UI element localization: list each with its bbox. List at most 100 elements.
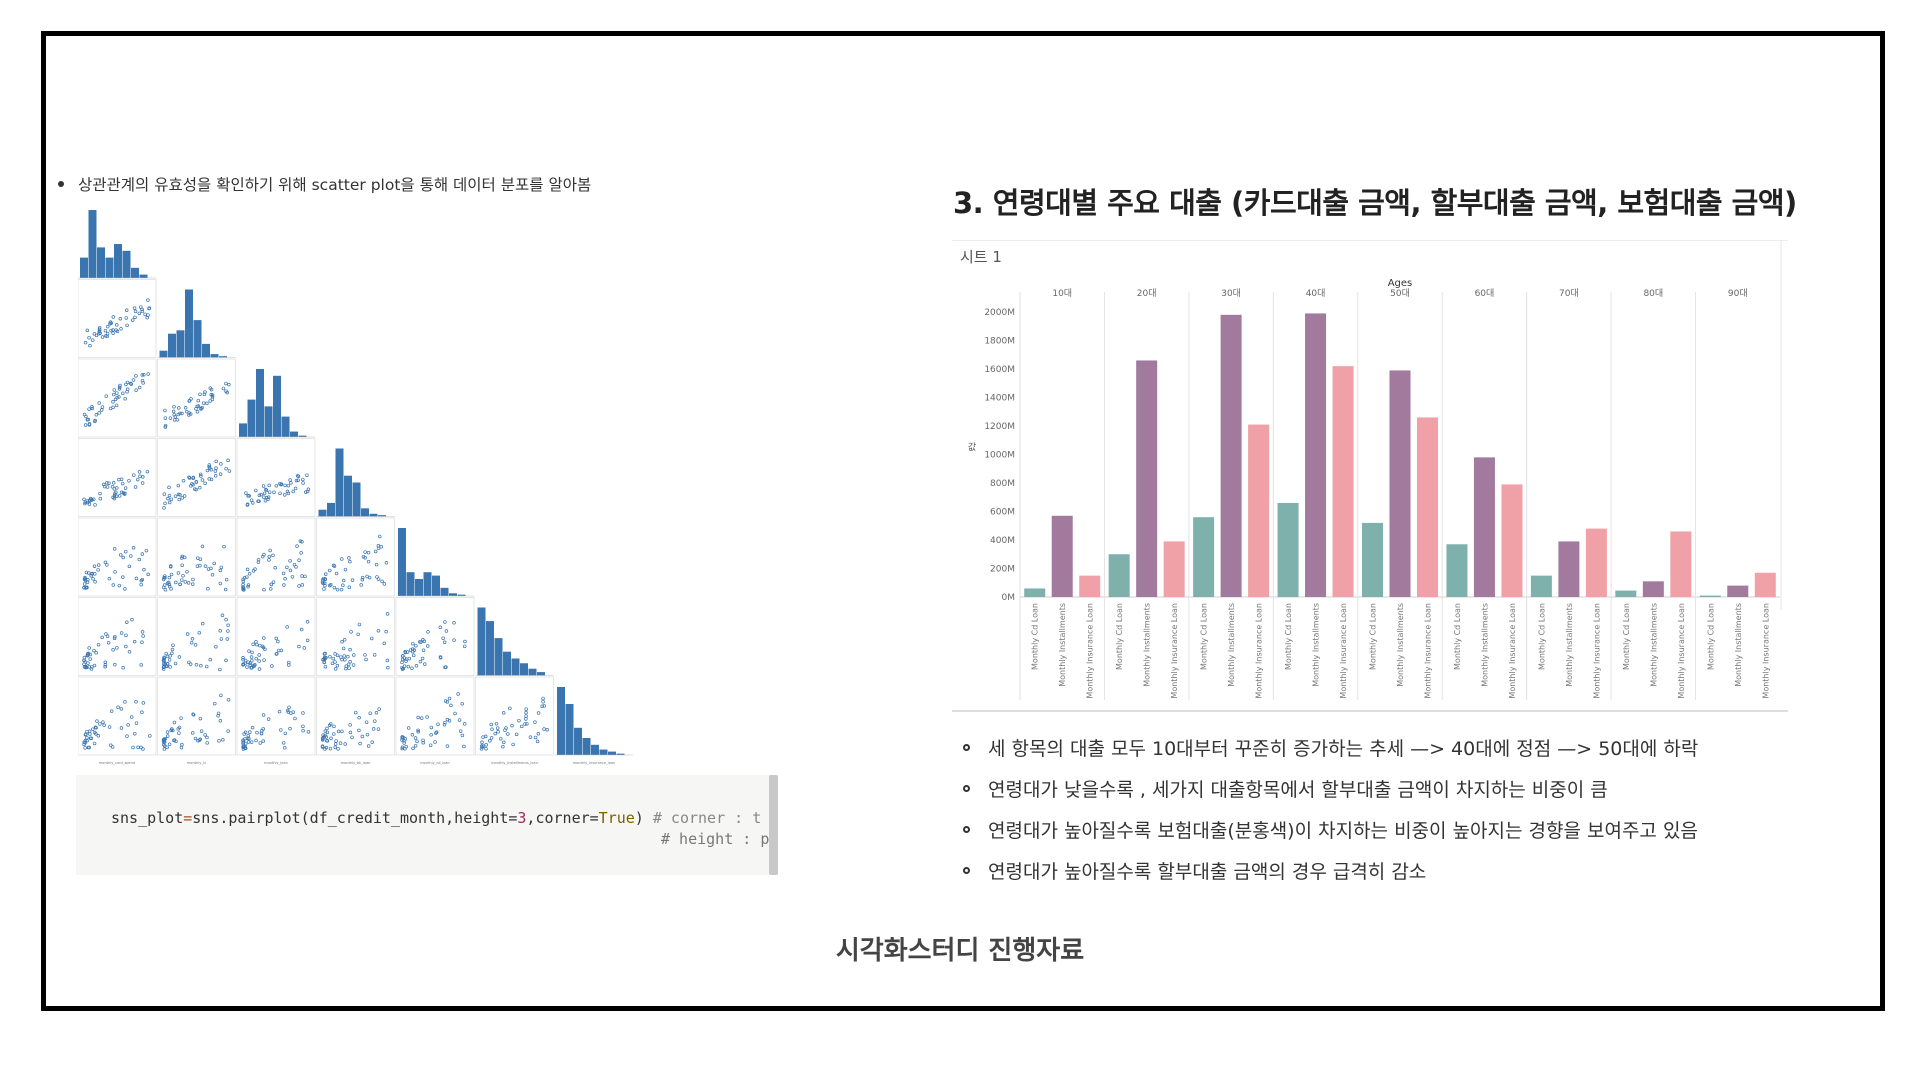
histogram-bar bbox=[599, 749, 608, 755]
scatter-point bbox=[185, 632, 190, 636]
bar bbox=[1615, 590, 1637, 597]
scatter-point bbox=[163, 416, 168, 420]
bullet-circle bbox=[963, 867, 970, 874]
scatter-point bbox=[265, 495, 269, 500]
scatter-point bbox=[412, 653, 416, 658]
scatter-point bbox=[271, 580, 276, 584]
scatter-point bbox=[351, 663, 356, 667]
histogram-bar bbox=[219, 356, 227, 358]
scatter-point bbox=[226, 729, 230, 733]
scatter-point bbox=[443, 620, 447, 624]
scatter-point bbox=[188, 662, 193, 666]
scatter-point bbox=[83, 501, 87, 506]
histogram-bar bbox=[88, 210, 97, 278]
scatter-point bbox=[297, 558, 301, 563]
scatter-point bbox=[349, 630, 353, 634]
scatter-point bbox=[270, 664, 274, 668]
scatter-point bbox=[137, 385, 142, 390]
scatter-point bbox=[85, 580, 90, 584]
scatter-point bbox=[112, 492, 117, 496]
scatter-point bbox=[258, 643, 262, 648]
scatter-point bbox=[99, 408, 104, 412]
scatter-panel bbox=[78, 517, 157, 597]
scatter-point bbox=[118, 383, 122, 388]
code-height-val: 3 bbox=[517, 809, 527, 827]
histogram-bar bbox=[327, 502, 335, 517]
scatter-point bbox=[524, 707, 528, 711]
x-tick-label: Monthly Cd Loan bbox=[1031, 603, 1040, 670]
scatter-point bbox=[82, 497, 86, 502]
scatter-point bbox=[219, 693, 223, 698]
scatter-point bbox=[305, 473, 309, 477]
scatter-point bbox=[369, 636, 374, 641]
scatter-point bbox=[196, 398, 201, 403]
scatter-point bbox=[255, 730, 259, 735]
scatter-point bbox=[489, 722, 494, 727]
scatter-point bbox=[246, 583, 251, 587]
x-tick-label: Monthly Insurance Loan bbox=[1339, 603, 1348, 699]
scatter-point bbox=[115, 646, 119, 650]
scatter-point bbox=[169, 497, 174, 502]
scatter-point bbox=[421, 738, 425, 743]
scatter-point bbox=[177, 497, 182, 502]
scatter-point bbox=[87, 407, 91, 411]
scatter-point bbox=[129, 382, 134, 386]
scatter-point bbox=[83, 423, 88, 427]
scatter-point bbox=[125, 323, 129, 328]
scatter-point bbox=[208, 657, 213, 662]
y-tick-label: 1800M bbox=[984, 337, 1015, 347]
scatter-point bbox=[162, 506, 166, 510]
scatter-point bbox=[114, 403, 119, 408]
scatter-point bbox=[107, 725, 112, 729]
scatter-point bbox=[112, 496, 117, 501]
histogram-bar bbox=[591, 744, 599, 755]
scatter-point bbox=[171, 643, 175, 647]
scatter-point bbox=[223, 587, 228, 592]
scatter-point bbox=[117, 387, 122, 391]
scatter-point bbox=[246, 740, 251, 744]
scatter-point bbox=[322, 655, 327, 660]
scatter-point bbox=[533, 735, 538, 740]
scatter-point bbox=[420, 656, 425, 661]
scatter-point bbox=[87, 646, 91, 650]
scatter-point bbox=[112, 547, 117, 551]
scatter-point bbox=[438, 655, 443, 659]
scatter-point bbox=[517, 718, 521, 723]
scatter-point bbox=[331, 656, 335, 661]
scatter-point bbox=[243, 744, 247, 749]
scatter-point bbox=[119, 490, 124, 495]
scatter-point bbox=[402, 741, 406, 745]
scatter-point bbox=[139, 663, 143, 667]
scatter-point bbox=[189, 397, 193, 401]
scatter-point bbox=[172, 720, 177, 725]
scatter-point bbox=[536, 732, 541, 736]
scatter-point bbox=[278, 491, 282, 496]
scatter-point bbox=[167, 575, 172, 580]
scatter-point bbox=[134, 721, 139, 725]
scatter-point bbox=[121, 391, 125, 396]
scatter-point bbox=[325, 739, 330, 743]
scatter-point bbox=[83, 578, 88, 583]
scatter-point bbox=[410, 733, 415, 737]
scatter-point bbox=[114, 323, 119, 327]
scatter-point bbox=[125, 734, 129, 738]
scatter-point bbox=[212, 561, 216, 566]
x-tick-label: Monthly Installments bbox=[1396, 603, 1405, 687]
scatter-point bbox=[328, 568, 332, 573]
scatter-point bbox=[245, 575, 249, 579]
scatter-point bbox=[333, 652, 337, 656]
scatter-point bbox=[445, 744, 450, 748]
scatter-point bbox=[165, 734, 170, 738]
scatter-point bbox=[254, 488, 258, 493]
scatter-point bbox=[411, 746, 415, 751]
scatter-point bbox=[385, 658, 390, 663]
scatter-point bbox=[141, 475, 145, 479]
scatter-point bbox=[255, 642, 259, 647]
code-scrollbar[interactable] bbox=[769, 775, 778, 875]
scatter-point bbox=[357, 715, 361, 720]
bullet-circle bbox=[963, 826, 970, 833]
scatter-point bbox=[283, 493, 287, 497]
scatter-panel bbox=[157, 358, 236, 438]
scatter-point bbox=[194, 479, 199, 484]
scatter-point bbox=[210, 573, 215, 577]
